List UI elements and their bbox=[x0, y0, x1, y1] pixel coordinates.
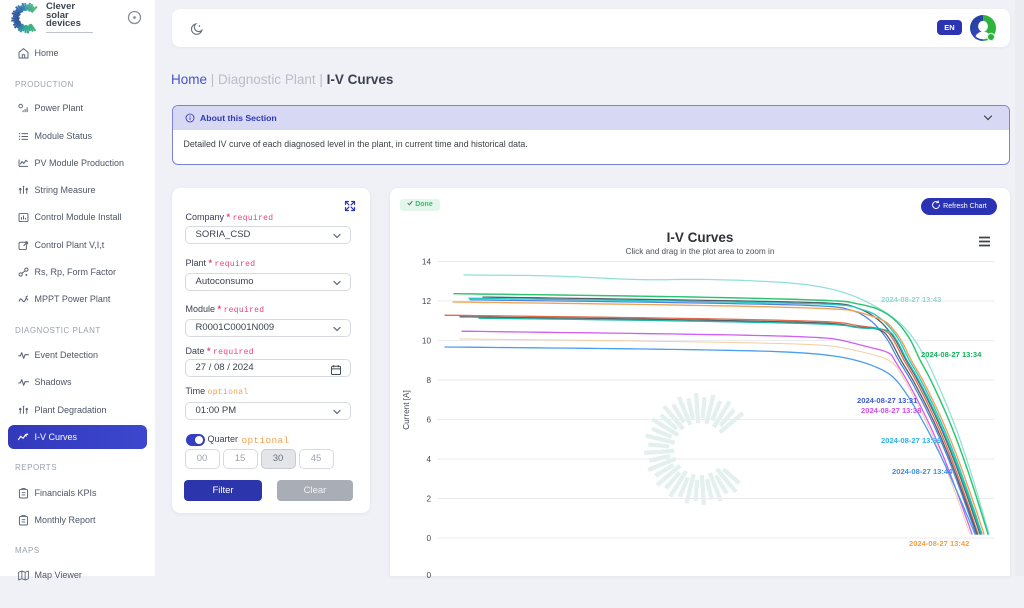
svg-text:8: 8 bbox=[426, 376, 431, 385]
svg-text:2024-08-27 13:42: 2024-08-27 13:42 bbox=[909, 539, 969, 548]
svg-text:2024-08-27 13:34: 2024-08-27 13:34 bbox=[921, 350, 982, 359]
svg-text:4: 4 bbox=[426, 455, 431, 464]
svg-text:2024-08-27 13:38: 2024-08-27 13:38 bbox=[861, 406, 921, 415]
svg-text:2024-08-27 13:39: 2024-08-27 13:39 bbox=[881, 436, 941, 445]
svg-text:10: 10 bbox=[422, 337, 432, 346]
svg-text:Current [A]: Current [A] bbox=[402, 390, 411, 430]
svg-text:2024-08-27 13:31: 2024-08-27 13:31 bbox=[857, 396, 918, 405]
svg-text:14: 14 bbox=[422, 258, 432, 267]
svg-text:2: 2 bbox=[426, 495, 431, 504]
svg-text:2024-08-27 13:43: 2024-08-27 13:43 bbox=[881, 295, 941, 304]
svg-text:2024-08-27 13:44: 2024-08-27 13:44 bbox=[892, 467, 953, 476]
svg-text:0: 0 bbox=[426, 534, 431, 543]
svg-text:12: 12 bbox=[422, 297, 432, 306]
svg-text:6: 6 bbox=[426, 416, 431, 425]
